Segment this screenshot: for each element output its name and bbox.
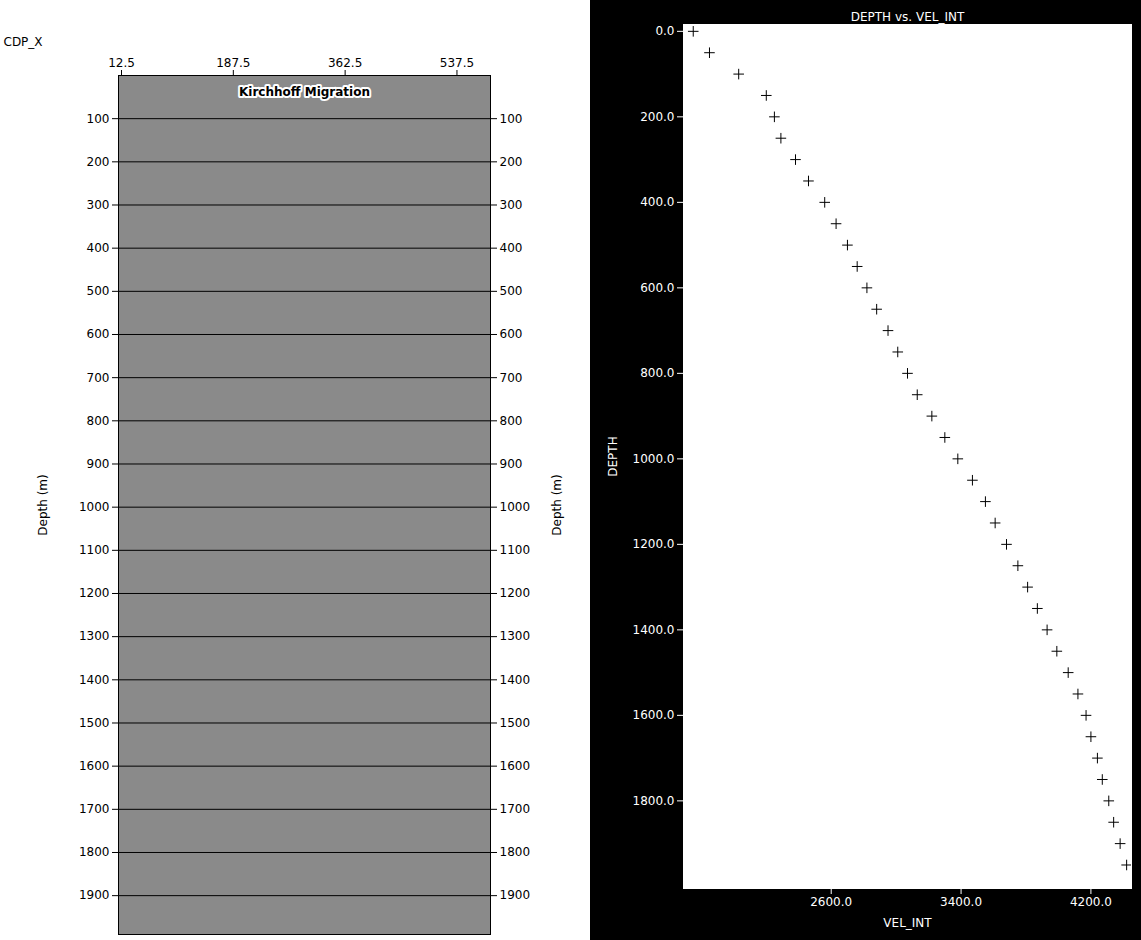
svg-text:800: 800 <box>87 414 110 428</box>
svg-text:200: 200 <box>500 155 523 169</box>
svg-text:1500: 1500 <box>79 716 110 730</box>
svg-text:200: 200 <box>87 155 110 169</box>
svg-text:1800: 1800 <box>79 845 110 859</box>
svg-text:Depth (m): Depth (m) <box>550 474 564 535</box>
svg-text:4200.0: 4200.0 <box>1070 895 1112 909</box>
svg-text:1200: 1200 <box>79 586 110 600</box>
svg-text:800: 800 <box>500 414 523 428</box>
svg-text:1600: 1600 <box>500 759 531 773</box>
svg-text:1000.0: 1000.0 <box>633 452 675 466</box>
svg-text:300: 300 <box>500 198 523 212</box>
svg-text:500: 500 <box>87 284 110 298</box>
svg-text:500: 500 <box>500 284 523 298</box>
svg-text:1700: 1700 <box>79 802 110 816</box>
svg-text:1600: 1600 <box>79 759 110 773</box>
svg-text:1800: 1800 <box>500 845 531 859</box>
svg-text:300: 300 <box>87 198 110 212</box>
svg-text:800.0: 800.0 <box>640 366 674 380</box>
svg-text:1200: 1200 <box>500 586 531 600</box>
svg-text:187.5: 187.5 <box>216 56 250 70</box>
svg-text:900: 900 <box>87 457 110 471</box>
svg-text:VEL_INT: VEL_INT <box>883 916 932 930</box>
svg-text:100: 100 <box>87 112 110 126</box>
svg-text:1500: 1500 <box>500 716 531 730</box>
svg-text:1400: 1400 <box>500 673 531 687</box>
svg-text:1900: 1900 <box>79 888 110 902</box>
svg-text:Depth (m): Depth (m) <box>36 474 50 535</box>
svg-text:1000: 1000 <box>500 500 531 514</box>
svg-text:600.0: 600.0 <box>640 281 674 295</box>
svg-text:DEPTH vs. VEL_INT: DEPTH vs. VEL_INT <box>851 10 965 24</box>
svg-text:1300: 1300 <box>79 629 110 643</box>
svg-text:100: 100 <box>500 112 523 126</box>
svg-text:Kirchhoff Migration: Kirchhoff Migration <box>239 85 370 99</box>
svg-text:1200.0: 1200.0 <box>633 537 675 551</box>
svg-text:2600.0: 2600.0 <box>810 895 852 909</box>
svg-text:600: 600 <box>500 327 523 341</box>
svg-text:0.0: 0.0 <box>655 24 674 38</box>
svg-text:600: 600 <box>87 327 110 341</box>
svg-text:1700: 1700 <box>500 802 531 816</box>
svg-text:1800.0: 1800.0 <box>633 794 675 808</box>
svg-text:1100: 1100 <box>79 543 110 557</box>
svg-text:700: 700 <box>500 371 523 385</box>
svg-text:1400.0: 1400.0 <box>633 623 675 637</box>
svg-text:1400: 1400 <box>79 673 110 687</box>
svg-text:362.5: 362.5 <box>328 56 362 70</box>
svg-text:12.5: 12.5 <box>108 56 135 70</box>
svg-text:400: 400 <box>500 241 523 255</box>
svg-text:DEPTH: DEPTH <box>606 436 620 476</box>
svg-text:1900: 1900 <box>500 888 531 902</box>
svg-text:1100: 1100 <box>500 543 531 557</box>
svg-text:1300: 1300 <box>500 629 531 643</box>
svg-text:CDP_X: CDP_X <box>4 35 43 49</box>
svg-text:700: 700 <box>87 371 110 385</box>
svg-text:900: 900 <box>500 457 523 471</box>
svg-text:1600.0: 1600.0 <box>633 708 675 722</box>
svg-text:400: 400 <box>87 241 110 255</box>
svg-text:200.0: 200.0 <box>640 110 674 124</box>
svg-text:1000: 1000 <box>79 500 110 514</box>
svg-text:400.0: 400.0 <box>640 195 674 209</box>
svg-text:537.5: 537.5 <box>440 56 474 70</box>
svg-text:3400.0: 3400.0 <box>940 895 982 909</box>
